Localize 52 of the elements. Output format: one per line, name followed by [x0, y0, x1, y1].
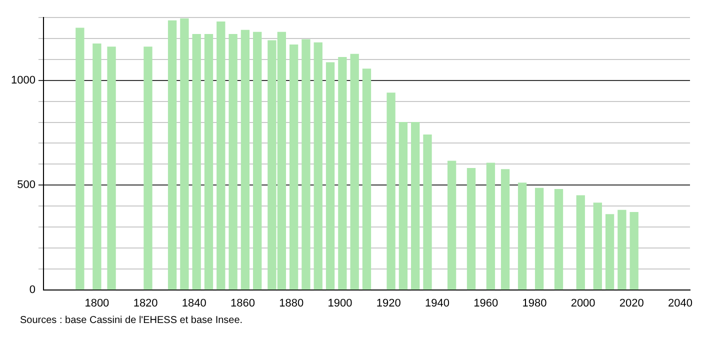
bar: [76, 28, 84, 290]
bar: [192, 34, 201, 290]
bar: [92, 43, 102, 290]
bar: [240, 30, 250, 290]
bar: [605, 214, 614, 290]
x-tick-label: 1960: [474, 297, 498, 310]
bar: [168, 20, 177, 290]
bar: [618, 210, 626, 290]
bar: [518, 182, 527, 290]
bar: [593, 202, 602, 290]
bar: [216, 21, 226, 290]
bar: [362, 68, 372, 290]
x-tick-label: 1840: [182, 297, 206, 310]
bar: [107, 46, 116, 290]
bar: [398, 122, 408, 290]
bar: [228, 34, 238, 290]
bar: [576, 195, 585, 290]
bar: [204, 34, 214, 290]
bar: [466, 168, 476, 290]
bar: [447, 160, 456, 290]
bar: [253, 32, 262, 290]
x-tick-label: 1920: [376, 297, 401, 310]
y-tick-label: 1000: [10, 74, 36, 86]
x-tick-label: 1980: [522, 297, 547, 310]
bar: [350, 54, 359, 290]
x-tick-label: 2040: [668, 297, 693, 310]
bar: [326, 62, 335, 290]
x-tick-label: 2020: [619, 297, 644, 310]
bar: [486, 162, 496, 290]
bar: [302, 39, 310, 290]
x-tick-label: 1860: [230, 297, 256, 310]
bar: [144, 46, 152, 290]
bar: [411, 122, 420, 290]
y-tick-label: 0: [29, 284, 36, 296]
bar: [630, 212, 638, 290]
x-tick-label: 2000: [570, 297, 596, 310]
x-tick-label: 1820: [133, 297, 158, 310]
bar: [338, 57, 347, 290]
x-tick-label: 1940: [424, 297, 450, 310]
source-note: Sources : base Cassini de l'EHESS et base Insee.: [20, 315, 244, 326]
bar: [423, 134, 432, 290]
bar: [180, 18, 189, 290]
x-tick-label: 1900: [328, 297, 352, 310]
bar: [386, 92, 396, 290]
bar: [500, 169, 510, 290]
bar: [314, 42, 322, 290]
x-tick-label: 1880: [279, 297, 304, 310]
bar: [554, 188, 564, 290]
y-tick-label: 500: [17, 179, 36, 192]
x-tick-label: 1800: [84, 297, 110, 310]
bar: [289, 44, 298, 290]
bar: [534, 188, 544, 290]
